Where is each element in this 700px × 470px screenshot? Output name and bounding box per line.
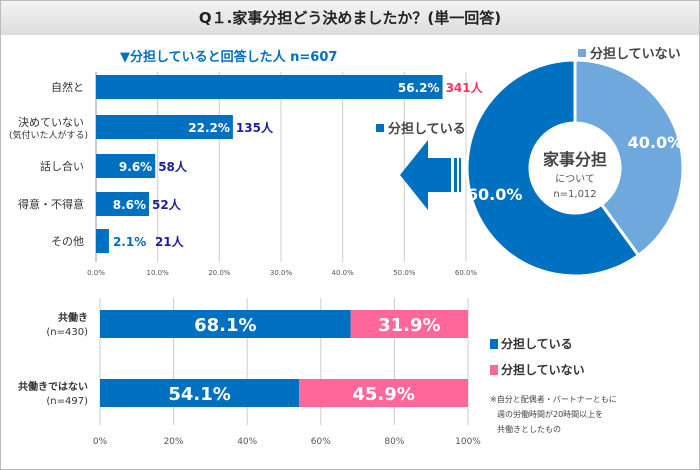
- count-label: 58人: [158, 159, 188, 174]
- bar: [96, 115, 233, 139]
- count-label: 21人: [155, 234, 185, 249]
- stacked-bar-segment: [299, 379, 468, 407]
- left-arrow-icon: [400, 140, 451, 210]
- category-label: (n=430): [46, 327, 88, 338]
- category-label: 自然と: [51, 80, 84, 94]
- legend-label: 分担していない: [590, 46, 681, 62]
- donut-slice: [465, 58, 641, 278]
- x-tick-label: 20.0%: [208, 269, 231, 277]
- category-label: 得意・不得意: [18, 197, 84, 211]
- x-tick-label: 20%: [164, 437, 184, 447]
- x-tick-label: 40.0%: [332, 269, 355, 277]
- segment-label: 68.1%: [194, 315, 256, 336]
- bar: [96, 192, 150, 216]
- donut-center-title: 家事分担: [543, 150, 607, 169]
- legend-swatch: [578, 49, 586, 57]
- stacked-bar-segment: [100, 379, 300, 407]
- value-label: 22.2%: [188, 121, 230, 135]
- category-label: 決めていない: [18, 116, 84, 129]
- chart1-title: ▼分担していると回答した人 n=607: [120, 49, 337, 65]
- category-label: 共働きではない: [18, 380, 88, 393]
- stacked-bar-segment: [100, 310, 351, 338]
- x-tick-label: 30.0%: [270, 269, 293, 277]
- category-label: (n=497): [46, 396, 88, 407]
- value-label: 56.2%: [398, 81, 440, 95]
- slice-label: 40.0%: [628, 133, 684, 152]
- arrow-stripe: [459, 158, 461, 192]
- x-tick-label: 0%: [93, 437, 108, 447]
- legend-label: 分担していない: [501, 362, 585, 377]
- count-label: 52人: [152, 197, 182, 212]
- x-tick-label: 80%: [384, 437, 404, 447]
- x-tick-label: 10.0%: [147, 269, 170, 277]
- legend-swatch: [490, 339, 498, 349]
- page-title: Q１.家事分担どう決めましたか？(単一回答): [1, 1, 699, 35]
- value-label: 2.1%: [113, 235, 146, 249]
- donut-center-n: n=1,012: [553, 189, 596, 200]
- legend-swatch: [376, 124, 384, 132]
- legend-label: 分担している: [388, 121, 466, 137]
- category-label: 話し合い: [40, 159, 84, 173]
- x-tick-label: 0.0%: [87, 269, 105, 277]
- legend-label: 分担している: [501, 336, 573, 351]
- x-tick-label: 40%: [237, 437, 257, 447]
- x-tick-label: 50.0%: [393, 269, 416, 277]
- x-tick-label: 60%: [311, 437, 331, 447]
- x-tick-label: 60.0%: [455, 269, 478, 277]
- footnote: 共働きとしたもの: [497, 424, 561, 434]
- stacked-bar-segment: [350, 310, 468, 338]
- value-label: 8.6%: [113, 198, 146, 212]
- footnote: ※自分と配偶者・パートナーともに: [490, 394, 617, 404]
- footnote: 週の労働時間が20時間以上を: [497, 409, 603, 419]
- donut-slice: [573, 58, 685, 258]
- donut-center-sub: について: [555, 173, 595, 185]
- category-label: (気付いた人がする): [9, 129, 88, 141]
- value-label: 9.6%: [119, 160, 152, 174]
- legend-swatch: [490, 365, 498, 375]
- count-label: 341人: [446, 80, 484, 95]
- bar: [96, 229, 109, 253]
- bar: [96, 154, 156, 178]
- count-label: 135人: [236, 120, 274, 135]
- x-tick-label: 100%: [455, 437, 481, 447]
- bar: [96, 75, 443, 99]
- category-label: その他: [51, 235, 84, 248]
- segment-label: 31.9%: [378, 315, 440, 336]
- segment-label: 54.1%: [168, 384, 230, 405]
- slice-label: 60.0%: [467, 185, 523, 204]
- arrow-stripe: [454, 158, 457, 192]
- category-label: 共働き: [58, 311, 88, 324]
- segment-label: 45.9%: [352, 384, 414, 405]
